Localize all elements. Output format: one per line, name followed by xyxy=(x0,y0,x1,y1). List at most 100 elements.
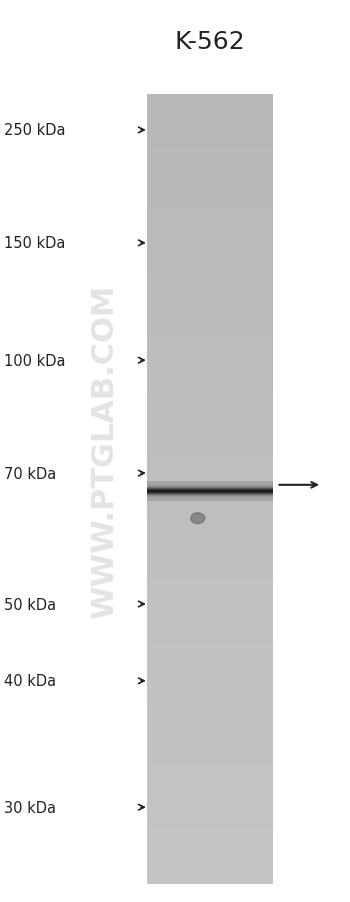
Bar xyxy=(147,781,273,786)
Bar xyxy=(147,691,273,695)
Bar xyxy=(147,789,273,793)
Bar xyxy=(147,138,273,142)
Bar xyxy=(147,560,273,565)
Bar xyxy=(147,612,273,615)
Bar xyxy=(147,146,273,150)
Text: WWW.PTGLAB.COM: WWW.PTGLAB.COM xyxy=(91,284,119,618)
Text: K-562: K-562 xyxy=(175,30,245,54)
Bar xyxy=(147,824,273,829)
Bar xyxy=(147,552,273,557)
Bar xyxy=(147,457,273,462)
Bar xyxy=(147,209,273,213)
Bar xyxy=(147,864,273,868)
Bar xyxy=(147,703,273,706)
Bar xyxy=(147,446,273,450)
Text: 70 kDa: 70 kDa xyxy=(4,466,56,481)
Bar xyxy=(147,600,273,603)
Bar xyxy=(147,778,273,781)
Bar xyxy=(147,711,273,714)
Bar xyxy=(147,379,273,382)
Bar xyxy=(147,98,273,103)
Bar xyxy=(147,324,273,327)
Bar xyxy=(147,774,273,778)
Bar xyxy=(147,741,273,746)
Bar xyxy=(147,852,273,856)
Bar xyxy=(147,410,273,414)
Bar xyxy=(147,730,273,734)
Text: 30 kDa: 30 kDa xyxy=(4,800,56,815)
Bar xyxy=(147,829,273,833)
Bar xyxy=(147,308,273,312)
Bar xyxy=(147,663,273,667)
Bar xyxy=(147,651,273,655)
Bar xyxy=(147,861,273,864)
Bar xyxy=(147,655,273,659)
Bar xyxy=(147,734,273,738)
Bar xyxy=(147,572,273,576)
Bar xyxy=(147,281,273,284)
Bar xyxy=(147,758,273,761)
Bar xyxy=(147,339,273,344)
Bar xyxy=(147,261,273,264)
Bar xyxy=(147,470,273,474)
Bar xyxy=(147,635,273,640)
Bar xyxy=(147,849,273,852)
Bar xyxy=(147,695,273,698)
Bar xyxy=(147,738,273,741)
Bar xyxy=(147,253,273,256)
Bar xyxy=(147,276,273,281)
Bar xyxy=(147,477,273,482)
Bar xyxy=(147,221,273,225)
Bar xyxy=(147,395,273,399)
Bar xyxy=(147,505,273,509)
Bar xyxy=(147,718,273,723)
Bar xyxy=(147,264,273,269)
Bar xyxy=(147,485,273,489)
Bar xyxy=(147,170,273,173)
Bar xyxy=(147,517,273,520)
Bar xyxy=(147,675,273,678)
Bar xyxy=(147,442,273,446)
Bar xyxy=(147,371,273,375)
Bar xyxy=(147,489,273,493)
Bar xyxy=(147,726,273,730)
Bar xyxy=(147,399,273,402)
Bar xyxy=(147,746,273,750)
Bar xyxy=(147,548,273,552)
Bar xyxy=(147,698,273,703)
Bar xyxy=(147,241,273,244)
Bar xyxy=(147,123,273,126)
Bar xyxy=(147,217,273,221)
Bar xyxy=(147,643,273,648)
Bar xyxy=(147,482,273,485)
Bar xyxy=(147,628,273,631)
Bar xyxy=(147,430,273,434)
Bar xyxy=(147,584,273,588)
Bar xyxy=(147,198,273,201)
Bar xyxy=(147,193,273,198)
Bar xyxy=(147,631,273,635)
Bar xyxy=(147,786,273,789)
Bar xyxy=(147,540,273,545)
Bar xyxy=(147,299,273,304)
Bar xyxy=(147,568,273,572)
Bar xyxy=(147,868,273,872)
Bar xyxy=(147,178,273,181)
Bar xyxy=(147,856,273,861)
Bar xyxy=(147,620,273,623)
Bar xyxy=(147,375,273,379)
Bar xyxy=(147,580,273,584)
Bar xyxy=(147,520,273,525)
Bar xyxy=(147,769,273,773)
Bar xyxy=(147,750,273,754)
Bar xyxy=(147,189,273,193)
Bar xyxy=(147,640,273,643)
Bar xyxy=(147,256,273,261)
Bar xyxy=(147,608,273,612)
Bar xyxy=(147,355,273,359)
Bar xyxy=(147,766,273,769)
Bar xyxy=(147,419,273,422)
Bar xyxy=(147,118,273,123)
Bar xyxy=(147,813,273,817)
Bar xyxy=(147,233,273,237)
